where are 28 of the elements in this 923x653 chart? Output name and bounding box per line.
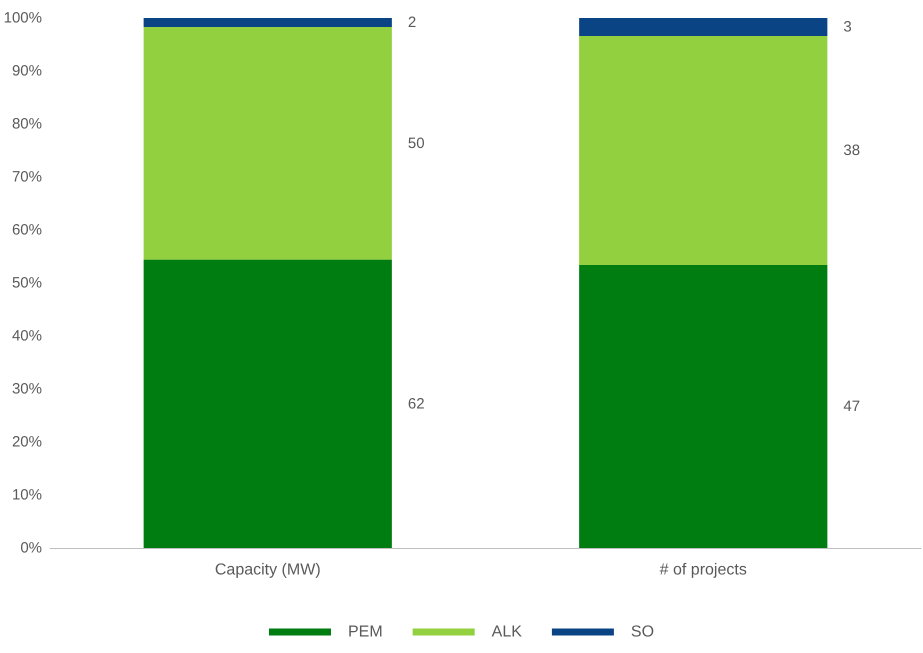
bar (144, 18, 392, 28)
annotation: 62 (408, 395, 425, 412)
annotation: 2 (408, 14, 416, 32)
annotation: 3 (843, 18, 852, 36)
legend-label: SO (630, 624, 654, 640)
bar (144, 260, 392, 548)
y-tick-label: 20% (12, 434, 42, 450)
y-tick-label: 90% (12, 62, 42, 80)
annotation: 47 (843, 398, 860, 415)
bar (144, 27, 392, 260)
y-tick-label: 0% (20, 540, 42, 556)
bar (579, 18, 828, 36)
y-tick-label: 10% (12, 486, 42, 504)
legend-label: ALK (492, 624, 522, 640)
x-tick-label: # of projects (660, 562, 747, 578)
y-tick-label: 60% (12, 222, 42, 238)
annotation: 38 (843, 142, 860, 159)
y-tick-label: 50% (12, 274, 42, 292)
y-tick-label: 100% (4, 10, 42, 26)
x-tick-label: Capacity (MW) (214, 562, 321, 578)
bar (579, 36, 828, 265)
bar (579, 264, 828, 548)
y-tick-label: 30% (12, 380, 42, 398)
annotation: 50 (408, 134, 425, 152)
y-tick-label: 80% (12, 116, 42, 132)
y-tick-label: 40% (12, 328, 42, 344)
y-tick-label: 70% (12, 168, 42, 186)
legend-label: PEM (348, 624, 383, 640)
